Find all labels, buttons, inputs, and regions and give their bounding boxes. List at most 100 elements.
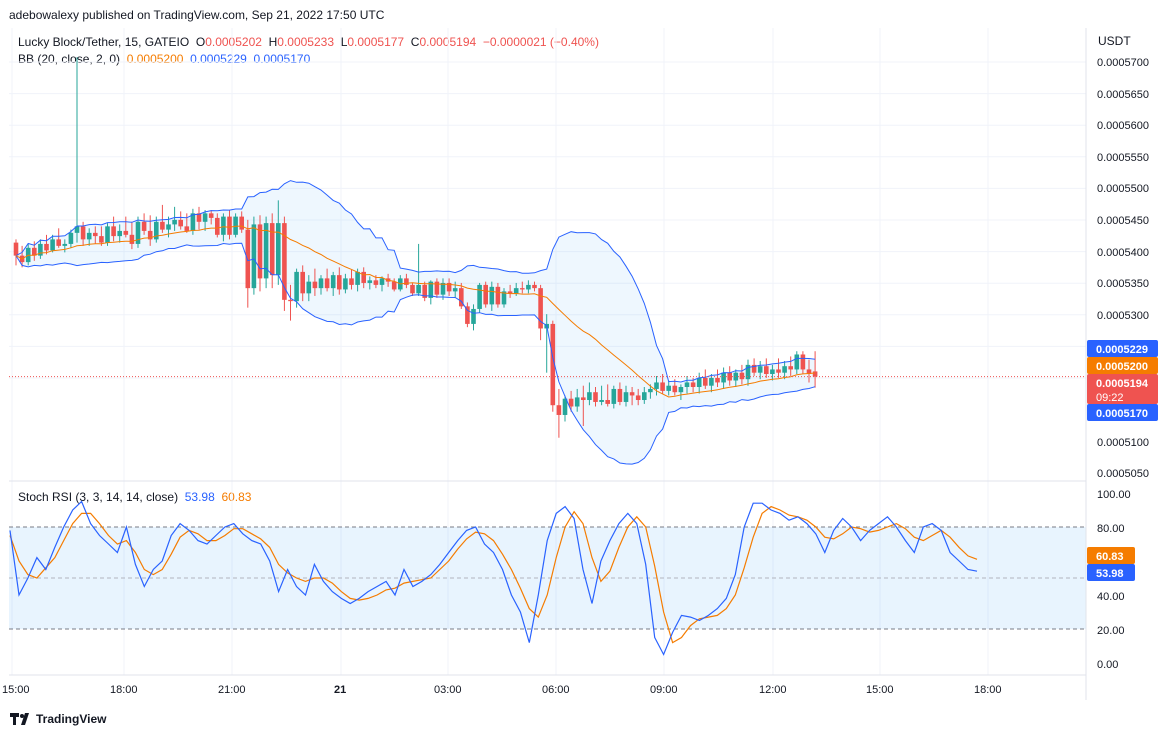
candle-body [642, 392, 647, 401]
candle-body [477, 284, 482, 309]
candle-body [80, 226, 86, 240]
price-tick: 0.0005500 [1097, 183, 1149, 195]
candle-body [599, 400, 604, 402]
candle-body [812, 371, 818, 377]
candle-body [239, 216, 244, 230]
candle-body [111, 226, 116, 237]
stoch-d-line [9, 505, 978, 644]
candle-body [355, 271, 360, 285]
candle-body [294, 271, 299, 302]
candle-body [581, 397, 586, 401]
time-tick: 12:00 [759, 684, 787, 696]
bb-basis-badge-text: 0.0005200 [1096, 361, 1148, 373]
candle-body [660, 382, 665, 391]
candle-body [696, 377, 702, 387]
candle-body [166, 224, 171, 230]
candle-body [593, 392, 598, 402]
stoch-label[interactable]: Stoch RSI (3, 3, 14, 14, close) [18, 490, 179, 504]
candle-body [184, 226, 190, 231]
candle-body [99, 236, 104, 243]
candle-body [117, 230, 122, 237]
open-value: 0.0005202 [205, 35, 262, 49]
candle-body [379, 278, 385, 285]
bb-lower-line [15, 242, 816, 465]
candle-body [568, 398, 574, 407]
candle-body [410, 284, 415, 294]
candle-body [678, 386, 684, 393]
candle-body [56, 239, 61, 246]
rsi-tick: 40.00 [1097, 591, 1125, 603]
candle-body [666, 385, 671, 391]
candle-body [343, 278, 348, 290]
candle-body [269, 223, 275, 276]
candle-body [404, 278, 409, 285]
candle-body [288, 299, 293, 302]
symbol-name[interactable]: Lucky Block/Tether, 15, GATEIO [18, 35, 190, 49]
stoch-k-badge-text: 53.98 [1096, 568, 1124, 580]
candle-body [574, 397, 580, 407]
candle-body [434, 281, 440, 295]
bb-upper-badge-text: 0.0005229 [1096, 344, 1148, 356]
time-tick: 03:00 [434, 684, 462, 696]
candle-body [154, 221, 159, 240]
candle-body [788, 366, 793, 370]
candle-body [757, 366, 763, 373]
candle-body [93, 232, 98, 237]
candle-body [208, 213, 214, 218]
stoch-d-badge [1087, 547, 1135, 564]
candle-body [38, 243, 43, 256]
candle-body [221, 216, 226, 235]
price-tick: 0.0005550 [1097, 152, 1149, 164]
bb-basis-badge [1087, 357, 1158, 374]
candle-body [196, 213, 202, 222]
candle-body [62, 243, 68, 246]
candle-body [337, 275, 342, 290]
candle-body [495, 286, 501, 305]
time-tick: 15:00 [2, 684, 30, 696]
candle-body [513, 288, 519, 294]
candle-body [800, 354, 806, 370]
candle-body [751, 364, 757, 373]
candle-body [330, 275, 336, 289]
candle-body [361, 271, 366, 283]
candle-body [160, 221, 165, 230]
time-tick: 18:00 [974, 684, 1002, 696]
candle-body [74, 226, 80, 233]
price-tick: 0.0005300 [1097, 310, 1149, 322]
time-tick: 15:00 [866, 684, 894, 696]
candle-body [172, 219, 177, 225]
candle-body [684, 382, 690, 387]
footer-brand[interactable]: TradingView [10, 712, 106, 726]
candle-body [391, 281, 397, 290]
candle-body [123, 230, 129, 235]
open-label: O [195, 35, 206, 49]
price-tick: 0.0005400 [1097, 247, 1149, 259]
candle-body [141, 221, 147, 231]
candle-body [324, 278, 330, 289]
candle-body [105, 226, 110, 243]
stoch-legend: Stoch RSI (3, 3, 14, 14, close) 53.98 60… [18, 490, 251, 504]
stoch-d-value: 60.83 [221, 490, 252, 504]
candles [13, 57, 818, 438]
last-price-badge-text: 0.0005194 [1096, 378, 1149, 390]
candle-body [782, 366, 787, 373]
price-tick: 0.0005600 [1097, 120, 1149, 132]
candle-body [68, 232, 74, 244]
high-label: H [268, 35, 278, 49]
candle-body [32, 247, 37, 256]
time-tick: 21:00 [218, 684, 246, 696]
bb-lower-badge [1087, 404, 1158, 421]
candle-body [86, 232, 92, 240]
last-price-badge [1087, 374, 1158, 404]
candle-body [507, 291, 513, 294]
grid-lines [9, 28, 1086, 675]
candle-body [367, 280, 373, 283]
currency-label: USDT [1098, 34, 1131, 48]
change-value: −0.0000021 (−0.40%) [482, 35, 599, 49]
candle-body [526, 284, 531, 290]
candle-body [471, 308, 476, 324]
candle-body [745, 364, 751, 380]
candle-body [263, 223, 269, 279]
candle-body [257, 224, 263, 279]
